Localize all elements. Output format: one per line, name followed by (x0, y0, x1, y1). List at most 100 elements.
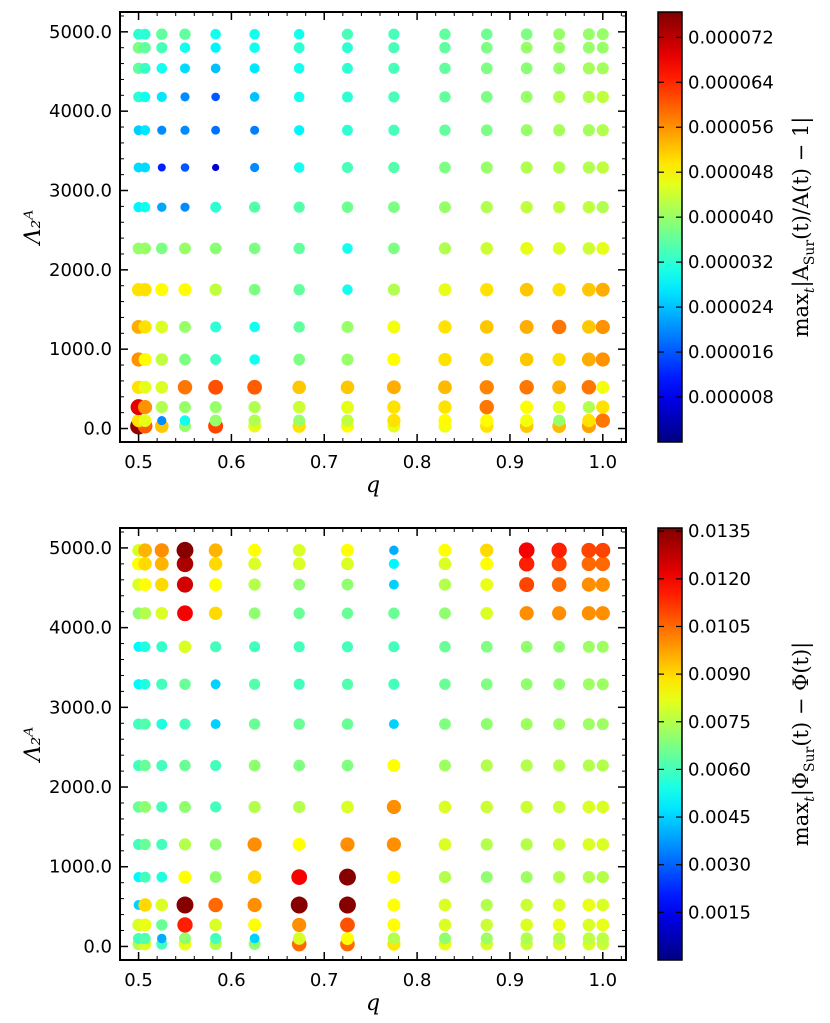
data-point (520, 898, 533, 912)
data-point (553, 718, 566, 731)
data-point (438, 800, 452, 814)
data-point (551, 319, 567, 335)
data-point (552, 352, 566, 367)
data-point (248, 242, 261, 255)
x-tick-label: 0.5 (124, 452, 153, 473)
chart-panel-1: 0.5 0.6 0.7 0.8 0.9 1.0 0.0 1000.0 2000.0 3000.0 4… (21, 11, 818, 498)
data-point (582, 161, 595, 174)
data-point (155, 400, 168, 414)
data-point (157, 415, 167, 426)
data-point (388, 579, 399, 590)
data-point (342, 91, 353, 103)
data-point (293, 162, 305, 173)
data-point (438, 557, 452, 571)
data-point (582, 898, 596, 912)
data-point (138, 898, 152, 912)
data-point (139, 125, 151, 136)
data-point (211, 92, 220, 102)
data-point (438, 201, 451, 214)
data-point (596, 759, 609, 772)
colorbar-tick-label: 0.000072 (688, 27, 774, 48)
data-point (156, 63, 168, 74)
data-point (155, 898, 169, 912)
data-point (155, 380, 169, 394)
data-point (138, 918, 152, 932)
data-point (480, 578, 494, 591)
data-point (179, 63, 190, 74)
data-point (248, 557, 261, 571)
data-point (293, 759, 306, 772)
data-point (581, 577, 596, 592)
colorbar-tick-label: 0.000024 (688, 297, 774, 318)
data-point (552, 400, 566, 414)
data-point (596, 678, 609, 691)
data-point (596, 201, 609, 214)
x-tick-label: 0.8 (403, 452, 432, 473)
data-point (595, 282, 610, 297)
data-point (480, 201, 493, 214)
data-point (552, 380, 567, 395)
data-point (480, 640, 493, 653)
data-point (290, 896, 308, 914)
data-point (582, 718, 595, 731)
data-point (520, 62, 533, 75)
data-point (581, 606, 596, 621)
data-point (582, 870, 595, 884)
data-point (209, 578, 223, 592)
data-point (341, 320, 354, 333)
data-point (139, 718, 151, 730)
data-point (179, 801, 191, 813)
data-point (520, 242, 534, 255)
data-point (210, 719, 221, 730)
colorbar-tick-label: 0.000064 (688, 72, 774, 93)
data-point (438, 242, 452, 255)
data-point (480, 871, 493, 884)
data-point (341, 800, 354, 814)
data-point (520, 640, 533, 653)
data-point (249, 28, 260, 40)
data-point (179, 353, 191, 366)
data-point (388, 28, 400, 40)
data-point (596, 918, 610, 932)
data-point (179, 932, 191, 945)
data-point (138, 578, 152, 592)
data-point (208, 379, 224, 395)
data-point (341, 578, 354, 591)
data-point (178, 640, 192, 654)
data-point (595, 542, 611, 558)
data-point (248, 578, 261, 591)
data-point (177, 605, 193, 622)
data-point (582, 90, 595, 103)
data-point (156, 91, 167, 102)
data-point (438, 320, 452, 334)
data-point (519, 352, 534, 367)
data-point (480, 41, 493, 54)
data-point (582, 320, 596, 334)
data-point (582, 759, 595, 772)
data-point (176, 555, 194, 573)
data-point (249, 641, 261, 653)
colorbar-tick-label: 0.000048 (688, 162, 774, 183)
data-point (342, 62, 353, 74)
x-tick-label: 0.9 (496, 970, 525, 991)
data-point (552, 918, 566, 932)
data-point (209, 918, 222, 932)
data-point (293, 578, 306, 591)
data-point (341, 759, 354, 772)
data-point (438, 918, 452, 932)
colorbar-tick-label: 0.0015 (688, 902, 751, 923)
data-point (139, 201, 151, 213)
data-point (209, 838, 222, 851)
data-point (553, 870, 566, 884)
data-point (581, 542, 597, 558)
data-point (293, 63, 305, 74)
data-point (139, 678, 151, 690)
data-point (519, 606, 534, 621)
data-point (595, 413, 611, 428)
data-point (520, 678, 533, 691)
data-point (439, 28, 451, 40)
data-point (138, 557, 152, 571)
chart-panel-2: 0.5 0.6 0.7 0.8 0.9 1.0 0.0 1000.0 2000.0 3000.0 4… (21, 521, 818, 1016)
data-point (139, 801, 151, 813)
data-point (341, 414, 354, 427)
